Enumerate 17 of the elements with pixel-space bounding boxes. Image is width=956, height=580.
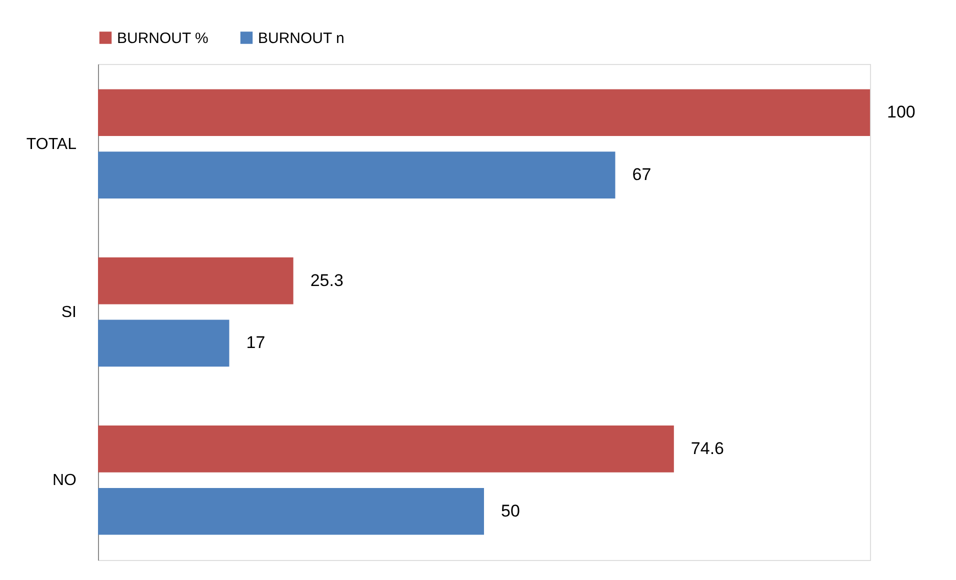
y-tick-label: NO	[52, 472, 76, 490]
bar	[98, 488, 484, 535]
bar	[98, 425, 674, 472]
data-label: 100	[887, 102, 916, 122]
legend-label: BURNOUT %	[117, 30, 208, 47]
data-label: 50	[501, 501, 520, 520]
data-label: 74.6	[690, 438, 724, 458]
bar	[98, 320, 230, 367]
data-label: 67	[632, 165, 652, 184]
bar	[98, 152, 616, 199]
legend-label: BURNOUT n	[258, 30, 344, 47]
bar	[98, 257, 294, 304]
y-tick-label: SI	[61, 304, 76, 321]
data-label: 17	[246, 333, 266, 352]
data-label: 25.3	[310, 270, 344, 290]
bar	[98, 89, 870, 136]
y-tick-label: TOTAL	[26, 136, 77, 153]
